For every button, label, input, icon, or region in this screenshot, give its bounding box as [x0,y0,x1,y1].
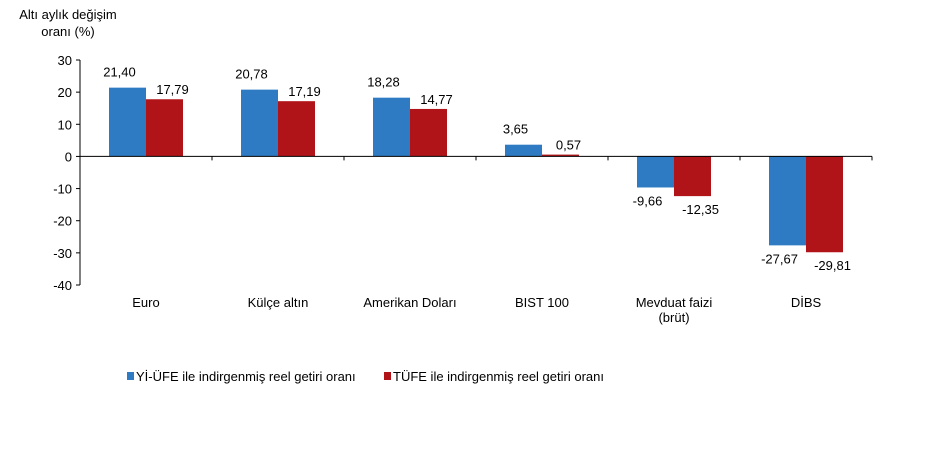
y-tick-label: -20 [53,214,72,229]
bar [109,87,146,157]
bar [146,99,183,157]
y-axis-title: Altı aylık değişim [19,7,117,22]
data-label: 14,77 [420,92,453,107]
data-label: 17,19 [288,84,321,99]
y-tick-label: 20 [58,85,72,100]
bar [410,108,447,157]
bar [278,101,315,157]
data-label: 17,79 [156,82,189,97]
data-label: 0,57 [556,138,581,153]
y-tick-label: 0 [65,149,72,164]
bar [373,97,410,157]
legend-label: TÜFE ile indirgenmiş reel getiri oranı [393,369,604,384]
data-label: -12,35 [682,202,719,217]
x-tick-label: Euro [132,295,159,310]
data-label: -27,67 [761,251,798,266]
data-label: 21,40 [103,65,136,80]
legend-swatch [127,372,134,380]
y-tick-label: -30 [53,246,72,261]
y-tick-label: -40 [53,278,72,293]
x-tick-label: DİBS [791,295,822,310]
data-label: 3,65 [503,122,528,137]
bar [505,144,542,157]
bar [806,156,843,253]
bar [542,154,579,157]
x-tick-label: Amerikan Doları [363,295,456,310]
data-label: 20,78 [235,67,268,82]
bar [637,156,674,188]
y-tick-label: 10 [58,117,72,132]
y-tick-label: 30 [58,53,72,68]
data-label: -29,81 [814,258,851,273]
data-label: -9,66 [633,193,663,208]
bar [674,156,711,197]
bar [241,89,278,157]
y-axis-title: oranı (%) [41,24,94,39]
x-tick-label: BIST 100 [515,295,569,310]
bar [769,156,806,246]
legend-swatch [384,372,391,380]
data-label: 18,28 [367,75,400,90]
legend-label: Yİ-ÜFE ile indirgenmiş reel getiri oranı [136,369,356,384]
x-tick-label: (brüt) [658,310,689,325]
y-tick-label: -10 [53,182,72,197]
x-tick-label: Mevduat faizi [636,295,713,310]
x-tick-label: Külçe altın [248,295,309,310]
